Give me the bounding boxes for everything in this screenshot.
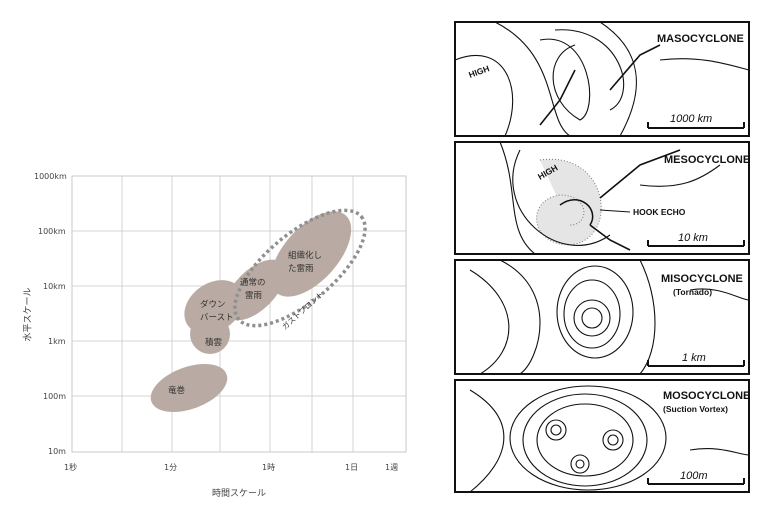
x-tick-label: 1日	[345, 463, 359, 472]
isobar-lines	[469, 385, 750, 493]
mosocyclone-scale-label: 100m	[680, 470, 708, 482]
mesocyclone-panel: HIGH MESOCYCLONE HOOK ECHO 10 km	[454, 141, 750, 255]
echo-stipple	[536, 158, 602, 246]
y-tick-label: 100km	[38, 227, 66, 236]
x-tick-label: 1秒	[64, 463, 78, 472]
mosocyclone-panel: MOSOCYCLONE (Suction Vortex) 100m	[454, 379, 750, 493]
y-tick-label: 10m	[48, 447, 66, 456]
organized-storm-label-1: 組織化し	[288, 250, 322, 261]
misocyclone-subtitle: (Tornado)	[673, 287, 712, 297]
x-tick-label: 1分	[164, 463, 178, 472]
downburst-label-2: バースト	[200, 313, 234, 323]
mosocyclone-title: MOSOCYCLONE	[663, 390, 750, 402]
misocyclone-title: MISOCYCLONE	[661, 273, 743, 285]
ordinary-storm-label-2: 雷雨	[245, 291, 263, 301]
mesocyclone-title: MESOCYCLONE	[664, 154, 750, 166]
y-tick-label: 1000km	[34, 172, 67, 181]
isobar-lines	[454, 21, 750, 137]
tornado-blob	[150, 363, 228, 413]
masocyclone-panel: HIGH MASOCYCLONE 1000 km	[454, 21, 750, 137]
organized-storm-label-2: た雷雨	[288, 264, 314, 274]
organized-storm-blob	[270, 211, 352, 297]
misocyclone-scale-label: 1 km	[682, 352, 706, 364]
gust-front-outline	[233, 208, 367, 328]
masocyclone-title: MASOCYCLONE	[657, 33, 744, 45]
x-tick-label: 1週	[385, 463, 399, 472]
y-tick-label: 10km	[43, 282, 66, 291]
x-tick-label: 1時	[262, 463, 276, 472]
mosocyclone-subtitle: (Suction Vortex)	[663, 404, 728, 414]
phenomena-blobs	[150, 211, 352, 413]
hook-echo-label: HOOK ECHO	[633, 207, 686, 217]
masocyclone-scale-label: 1000 km	[670, 113, 712, 125]
downburst-label-1: ダウン	[200, 299, 226, 310]
y-tick-label: 1km	[48, 337, 66, 346]
tornado-label: 竜巻	[168, 385, 186, 396]
isobar-lines	[499, 141, 721, 255]
misocyclone-panel: MISOCYCLONE (Tornado) 1 km	[454, 259, 750, 375]
mesocyclone-scale-label: 10 km	[678, 232, 708, 244]
isobar-lines	[469, 259, 750, 375]
x-axis-label: 時間スケール	[212, 489, 267, 499]
ordinary-storm-label-1: 通常の	[240, 277, 266, 288]
ordinary-storm-blob	[224, 259, 286, 321]
y-tick-label: 100m	[43, 392, 67, 401]
cumulus-label: 積雲	[205, 337, 223, 348]
